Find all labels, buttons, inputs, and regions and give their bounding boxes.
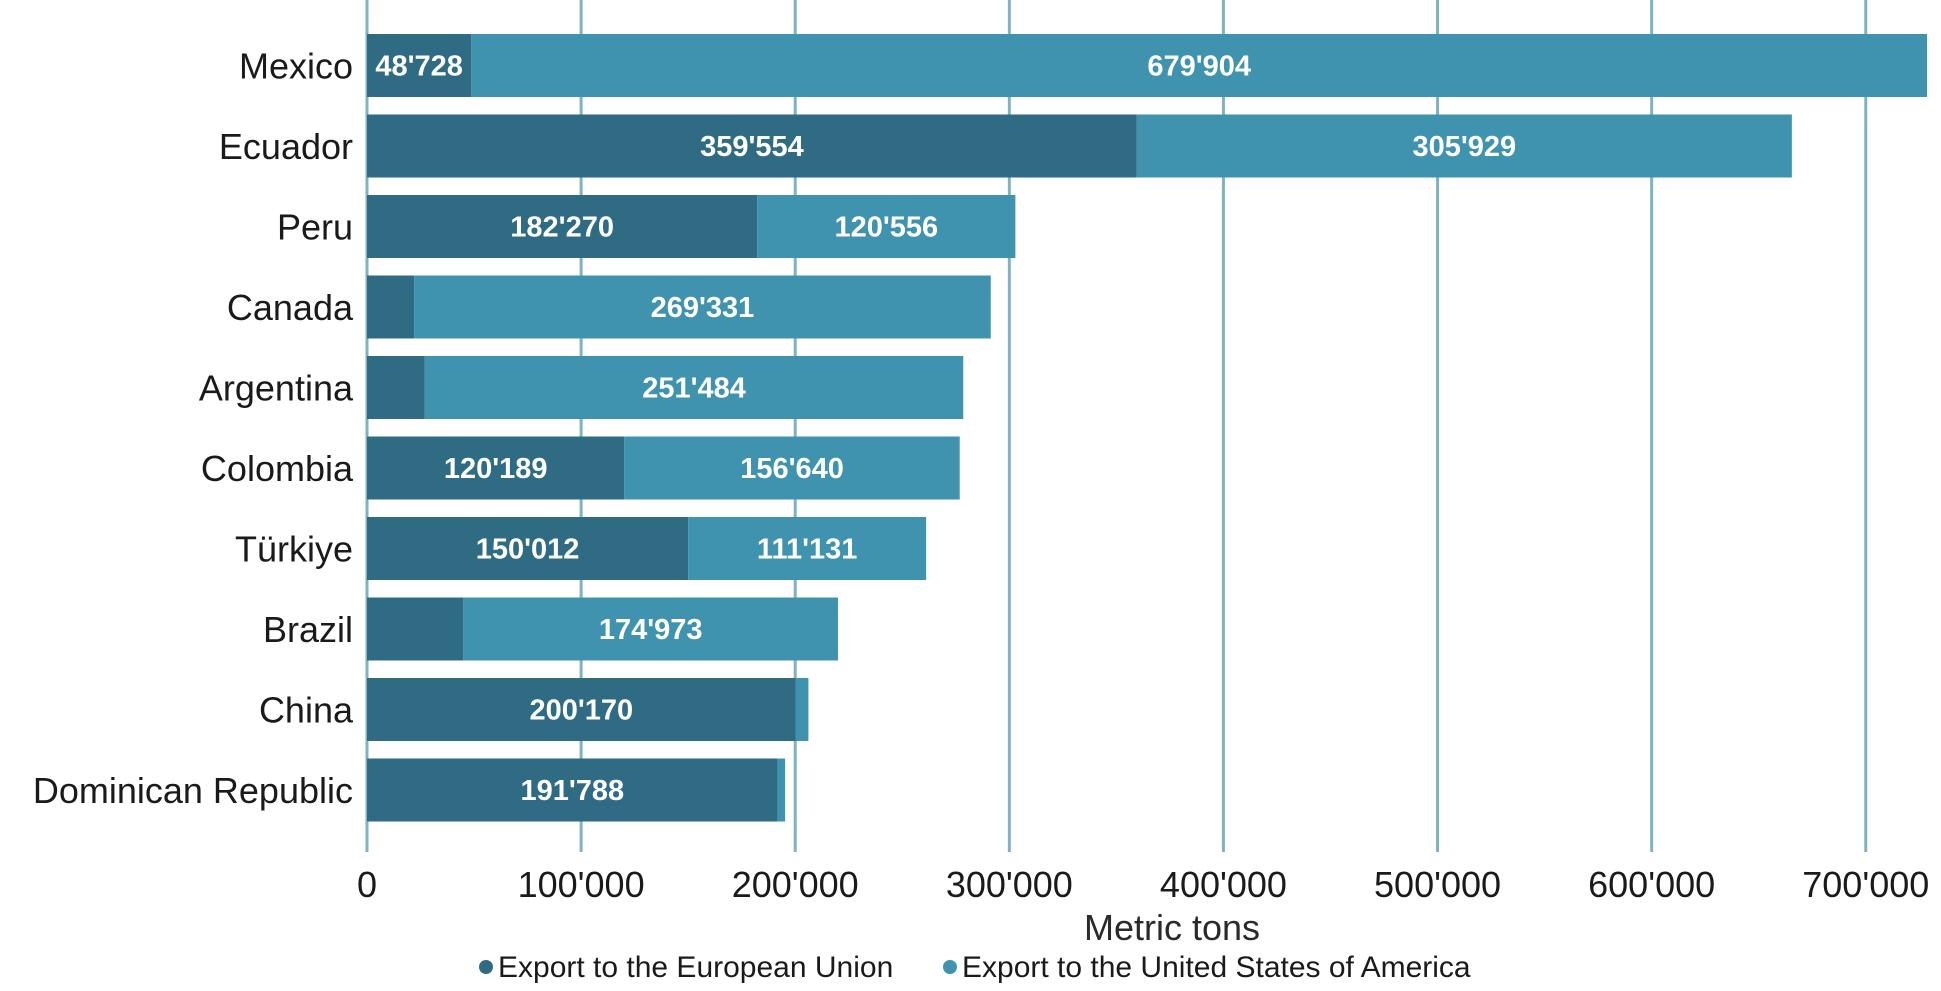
bar-value-label: 120'556 [834, 212, 938, 244]
bar-eu-turkiye [367, 517, 689, 580]
bar-value-label: 679'904 [1147, 51, 1251, 83]
bar-eu-ecuador [367, 114, 1137, 178]
category-label-ecuador: Ecuador [219, 126, 353, 167]
bar-eu-canada [367, 275, 415, 339]
legend-entry: Export to the European Union [498, 951, 893, 984]
bar-value-label: 150'012 [476, 534, 580, 566]
bar-eu-dominican-republic [367, 758, 778, 822]
category-label-turkiye: Türkiye [235, 529, 353, 570]
x-tick-label: 500'000 [1374, 864, 1501, 905]
category-label-mexico: Mexico [239, 46, 353, 87]
bar-value-label: 174'973 [599, 614, 703, 646]
x-axis-title: Metric tons [1084, 907, 1260, 948]
bar-usa-argentina [424, 356, 964, 419]
bar-value-label: 182'270 [510, 212, 614, 244]
bar-value-label: 191'788 [520, 775, 624, 807]
bar-usa-ecuador [1136, 114, 1792, 178]
bar-eu-china [367, 678, 796, 741]
bar-eu-mexico [367, 34, 472, 97]
bar-usa-colombia [624, 436, 960, 500]
x-tick-label: 200'000 [732, 864, 859, 905]
x-tick-label: 700'000 [1802, 864, 1929, 905]
bar-usa-mexico [471, 34, 1928, 97]
bar-value-label: 120'189 [444, 453, 548, 485]
category-label-dominican-republic: Dominican Republic [33, 770, 353, 811]
category-label-colombia: Colombia [201, 448, 354, 489]
bar-eu-brazil [367, 597, 464, 661]
x-tick-labels: 0 100'000 200'000 300'000 400'000 500'000 600'… [357, 864, 1929, 905]
bar-value-label: 305'929 [1413, 131, 1517, 163]
x-tick-label: 300'000 [946, 864, 1073, 905]
legend: Export to the European Union Export to th… [479, 951, 1471, 984]
bar-usa-dominican-republic [777, 758, 786, 822]
category-label-canada: Canada [227, 287, 354, 328]
category-label-brazil: Brazil [263, 609, 353, 650]
category-label-peru: Peru [277, 207, 353, 248]
legend-marker [943, 960, 957, 974]
bar-value-label: 111'131 [757, 534, 857, 566]
category-labels: Mexico Ecuador Peru Canada Argentina Colombia… [33, 46, 354, 812]
bar-value-label: 251'484 [642, 373, 746, 405]
bar-eu-colombia [367, 436, 625, 500]
x-tick-label: 100'000 [518, 864, 645, 905]
x-tick-label: 0 [357, 864, 377, 905]
bar-value-label: 48'728 [375, 51, 463, 83]
bar-usa-brazil [463, 597, 838, 661]
bars: 48'728 679'904 359'554 305'929 182'270 120'55… [367, 34, 1928, 822]
bar-eu-peru [367, 195, 758, 258]
category-label-argentina: Argentina [199, 368, 354, 409]
bar-usa-canada [414, 275, 991, 339]
x-tick-label: 400'000 [1160, 864, 1287, 905]
legend-marker [479, 960, 493, 974]
x-tick-label: 600'000 [1588, 864, 1715, 905]
bar-usa-turkiye [688, 517, 927, 580]
bar-value-label: 269'331 [651, 292, 755, 324]
bar-value-label: 359'554 [700, 131, 804, 163]
category-label-china: China [259, 690, 354, 731]
bar-eu-argentina [367, 356, 425, 419]
bar-usa-peru [757, 195, 1016, 258]
bar-value-label: 200'170 [529, 695, 633, 727]
legend-entry: Export to the United States of America [962, 951, 1471, 984]
bar-value-label: 156'640 [740, 453, 844, 485]
bar-usa-china [795, 678, 809, 741]
